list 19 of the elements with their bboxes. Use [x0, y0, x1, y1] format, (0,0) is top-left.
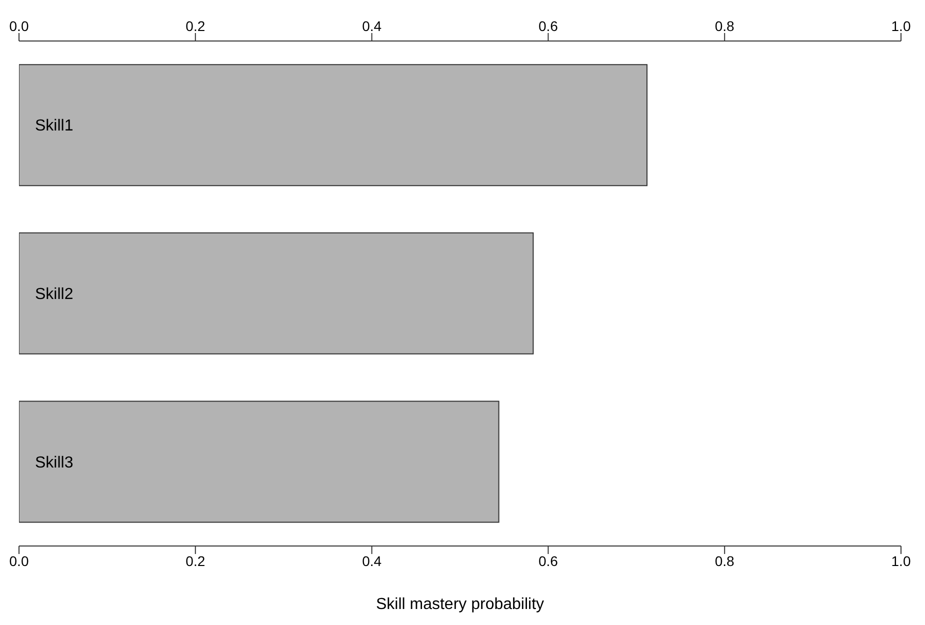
- y-tick-label: Skill1: [35, 118, 74, 135]
- x2-tick-label: 0.0: [9, 18, 29, 34]
- y-tick-label: Skill2: [35, 286, 74, 304]
- x2-tick-label: 1.0: [891, 18, 911, 34]
- x-tick-label: 0.4: [362, 552, 382, 569]
- x-tick-label: 0.2: [186, 552, 206, 569]
- x-tick-label: 0.8: [714, 552, 735, 569]
- x-axis-title: Skill mastery probability: [376, 596, 544, 613]
- bar: [19, 400, 500, 523]
- x-tick-label: 0.0: [9, 552, 29, 569]
- x2-tick-label: 0.4: [362, 18, 382, 34]
- x2-tick-label: 0.2: [186, 18, 206, 34]
- x2-tick-label: 0.6: [538, 18, 558, 34]
- y-tick-label: Skill3: [35, 454, 74, 472]
- x2-tick-label: 0.8: [714, 18, 735, 34]
- x-tick-label: 0.6: [538, 552, 558, 569]
- bar: [19, 232, 534, 354]
- x-tick-label: 1.0: [891, 552, 911, 569]
- bar: [19, 64, 648, 186]
